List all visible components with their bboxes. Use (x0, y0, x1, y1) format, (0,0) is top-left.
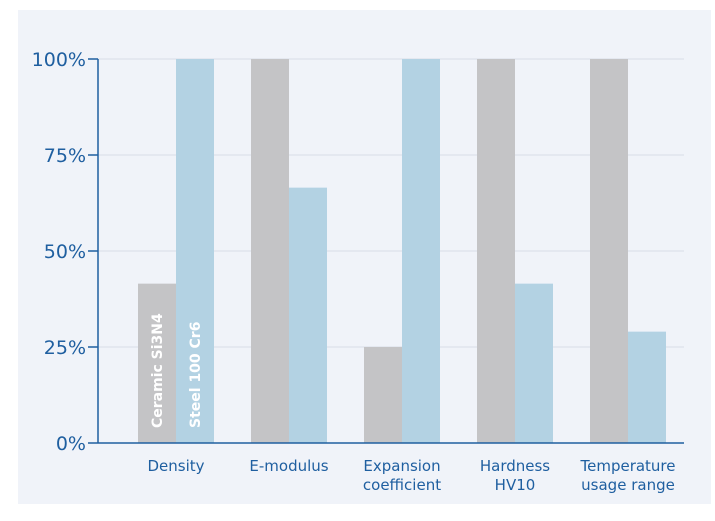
y-tick-label: 100% (32, 49, 86, 71)
bars (138, 59, 666, 443)
bar-ceramic (364, 347, 402, 443)
x-tick-label: HV10 (495, 476, 536, 494)
y-tick-label: 75% (44, 145, 86, 167)
y-tick-label: 50% (44, 241, 86, 263)
x-tick-label: coefficient (363, 476, 441, 494)
series-label: Steel 100 Cr6 (188, 322, 204, 428)
x-tick-label: usage range (581, 476, 675, 494)
bar-steel (628, 331, 666, 443)
x-tick-label: Density (147, 457, 204, 475)
series-labels: Ceramic Si3N4 Steel 100 Cr6 (150, 313, 204, 428)
bar-ceramic (590, 59, 628, 443)
y-tick-label: 25% (44, 337, 86, 359)
x-tick-label: Hardness (480, 457, 550, 475)
bar-steel (289, 187, 327, 443)
bar-ceramic (477, 59, 515, 443)
bar-steel (402, 59, 440, 443)
bar-steel (176, 59, 214, 443)
bar-ceramic (251, 59, 289, 443)
x-tick-label: Temperature (579, 457, 675, 475)
x-tick-label: Expansion (363, 457, 440, 475)
series-label: Ceramic Si3N4 (150, 313, 166, 428)
bar-steel (515, 283, 553, 443)
y-axis: 100% 75% 50% 25% 0% (32, 49, 684, 455)
y-tick-label: 0% (56, 433, 86, 455)
x-tick-label: E-modulus (249, 457, 328, 475)
bar-ceramic (138, 283, 176, 443)
